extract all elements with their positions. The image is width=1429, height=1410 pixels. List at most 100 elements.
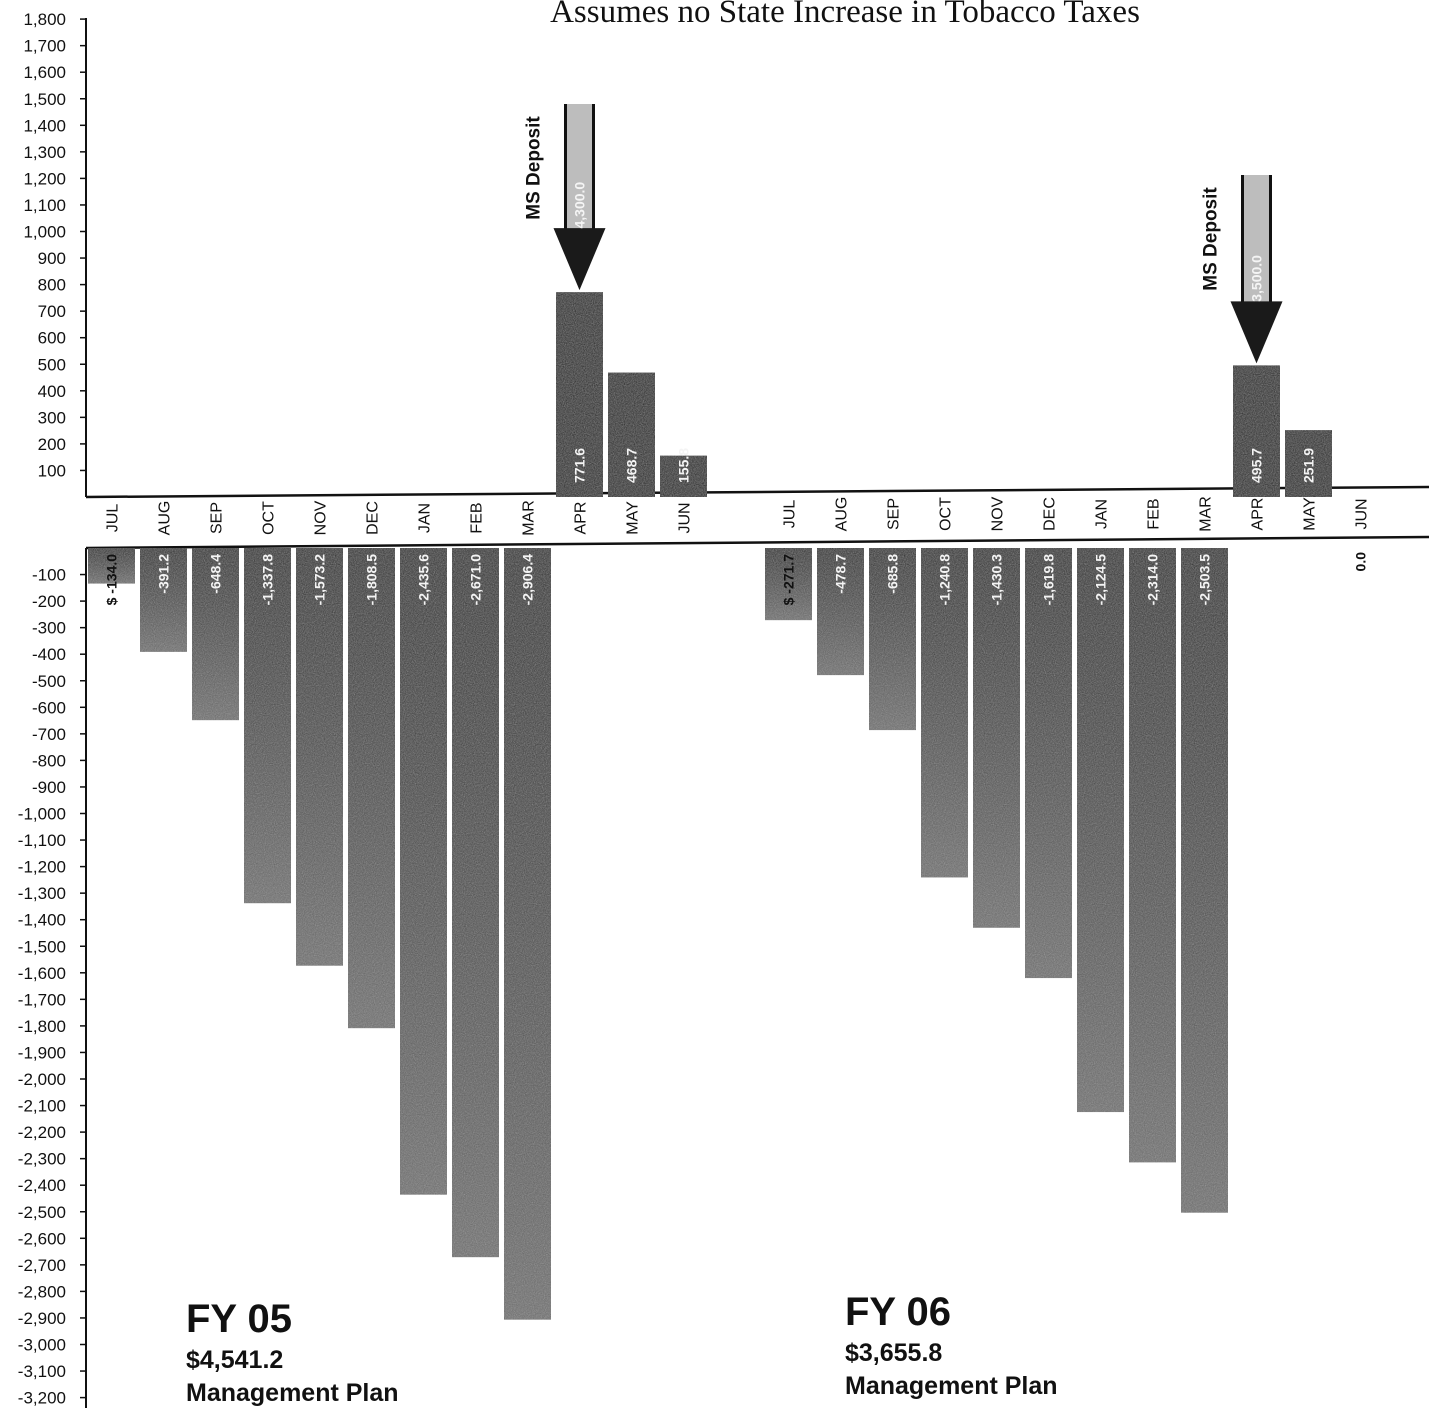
bar (400, 548, 447, 1195)
y-tick-label: -1,200 (18, 858, 66, 877)
x-tick-label: JUN (1354, 498, 1371, 529)
x-tick-label: JAN (1094, 499, 1111, 529)
data-label: -478.7 (833, 554, 849, 594)
bar (608, 372, 655, 497)
y-tick-label: -2,500 (18, 1203, 66, 1222)
labels-layer: JUL $ -134.0 AUG -391.2 SEP -648.4 OCT -1,337.8… (104, 448, 1371, 606)
bar (452, 548, 499, 1258)
y-tick-label: -3,000 (18, 1336, 66, 1355)
bar (244, 548, 291, 904)
bar (140, 548, 187, 652)
y-tick-label: -3,100 (18, 1362, 66, 1381)
y-tick-label: -1,100 (18, 831, 66, 850)
x-tick-label: OCT (938, 497, 955, 531)
data-label: -1,808.5 (364, 554, 380, 606)
y-tick-label: -400 (32, 645, 66, 664)
y-tick-label: -3,200 (18, 1389, 66, 1408)
x-tick-label: NOV (313, 500, 330, 535)
data-label: -648.4 (208, 554, 224, 594)
ms-deposit-arrow: 3,500.0 MS Deposit (1201, 175, 1283, 364)
data-label: -1,240.8 (937, 554, 953, 606)
y-tick-label: 1,600 (23, 63, 66, 82)
x-tick-label: JUL (105, 504, 122, 533)
data-label: -391.2 (156, 554, 172, 594)
data-label: -1,619.8 (1041, 554, 1057, 606)
bar (973, 548, 1020, 928)
x-tick-label: JUN (677, 502, 694, 533)
data-label: -685.8 (885, 554, 901, 594)
y-tick-label: -2,300 (18, 1150, 66, 1169)
data-label: -2,435.6 (416, 554, 432, 606)
y-tick-label: -1,900 (18, 1043, 66, 1062)
y-tick-label: 1,100 (23, 196, 66, 215)
y-tick-label: -800 (32, 751, 66, 770)
x-tick-label: AUG (157, 501, 174, 536)
bar (192, 548, 239, 721)
fy06-caption: FY 06 $3,655.8 Management Plan (845, 1290, 1058, 1400)
y-tick-label: 400 (38, 382, 66, 401)
y-tick-label: -1,800 (18, 1017, 66, 1036)
fy05-title: FY 05 (186, 1297, 292, 1341)
data-label: -2,314.0 (1145, 554, 1161, 606)
bar (1025, 548, 1072, 979)
arrow-head (553, 228, 606, 291)
y-tick-label: 1,500 (23, 90, 66, 109)
x-tick-label: APR (573, 502, 590, 535)
data-label: -1,573.2 (312, 554, 328, 606)
fy05-caption: FY 05 $4,541.2 Management Plan (186, 1297, 399, 1407)
bar (869, 548, 916, 731)
bar (556, 292, 603, 497)
fy05-plan: Management Plan (186, 1379, 399, 1407)
bar (1077, 548, 1124, 1113)
y-tick-label: 900 (38, 249, 66, 268)
bar (88, 548, 135, 584)
x-tick-label: NOV (990, 496, 1007, 531)
fy06-title: FY 06 (845, 1290, 951, 1334)
x-axis-top-line (85, 485, 1429, 499)
bar (765, 548, 812, 621)
arrow-shaft (565, 104, 594, 251)
y-tick-label: -700 (32, 725, 66, 744)
arrow-head (1230, 301, 1283, 364)
data-label: 155.8 (676, 448, 692, 483)
data-label: -2,503.5 (1197, 554, 1213, 606)
y-tick-label: 1,200 (23, 169, 66, 188)
y-tick-label: 600 (38, 329, 66, 348)
bar (348, 548, 395, 1029)
bar (660, 455, 707, 497)
y-tick-label: 800 (38, 276, 66, 295)
y-tick-label: 1,000 (23, 223, 66, 242)
fy06-plan: Management Plan (845, 1372, 1058, 1400)
x-tick-label: FEB (469, 502, 486, 533)
y-tick-label: -900 (32, 778, 66, 797)
y-tick-label: 1,700 (23, 37, 66, 56)
bar (296, 548, 343, 966)
y-tick-label: 1,300 (23, 143, 66, 162)
data-label: -1,430.3 (989, 554, 1005, 606)
y-tick-label: -1,700 (18, 990, 66, 1009)
bar (1285, 430, 1332, 497)
y-tick-label: -2,600 (18, 1229, 66, 1248)
y-tick-label: 700 (38, 302, 66, 321)
y-tick-label: -1,600 (18, 964, 66, 983)
x-tick-label: JAN (417, 503, 434, 533)
y-tick-label: 1,800 (23, 10, 66, 29)
deposit-amount: 3,500.0 (1249, 255, 1265, 302)
y-tick-label: -500 (32, 672, 66, 691)
x-tick-label: FEB (1146, 498, 1163, 529)
bar (1233, 365, 1280, 497)
data-label: $ -134.0 (104, 554, 120, 606)
x-tick-label: DEC (365, 501, 382, 535)
x-axis-bottom-line (85, 535, 1429, 550)
data-label: 251.9 (1301, 448, 1317, 483)
y-tick-label: -1,400 (18, 911, 66, 930)
x-tick-label: MAR (1198, 496, 1215, 532)
y-tick-label: -2,200 (18, 1123, 66, 1142)
x-tick-label: DEC (1042, 497, 1059, 531)
deposit-arrows: 4,300.0 MS Deposit 3,500.0 MS Deposit (524, 104, 1283, 364)
fy05-amount: $4,541.2 (186, 1346, 283, 1374)
y-tick-label: -2,000 (18, 1070, 66, 1089)
bars-layer (88, 292, 1332, 1320)
data-label: -1,337.8 (260, 554, 276, 606)
